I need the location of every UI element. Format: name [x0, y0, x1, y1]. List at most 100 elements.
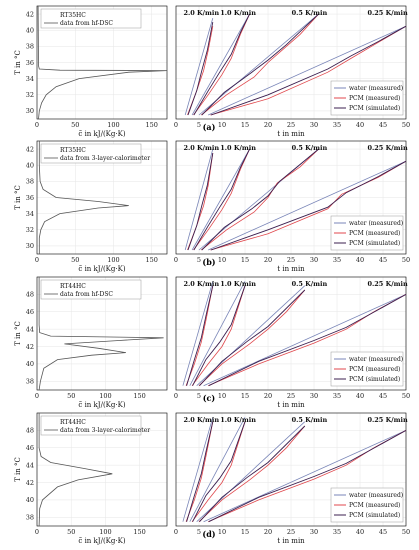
right-xtick-label: 50 — [402, 528, 410, 536]
right-legend-entry: PCM (simulated) — [349, 240, 400, 247]
right-xtick-label: 15 — [241, 392, 249, 400]
rate-label: 2.0 K/min — [183, 144, 219, 152]
right-xtick-label: 50 — [402, 121, 410, 129]
left-xlabel: c̃ in kJ/(Kg·K) — [78, 536, 125, 545]
right-xtick-label: 20 — [264, 392, 272, 400]
left-xtick-label: 50 — [67, 528, 75, 536]
right-legend-entry: water (measured) — [349, 220, 403, 227]
left-ytick-label: 30 — [26, 107, 34, 115]
left-ytick-label: 42 — [26, 10, 34, 18]
rate-label: 0.5 K/min — [292, 280, 328, 288]
left-axes-frame — [36, 140, 168, 255]
panel-caption: (d) — [202, 529, 215, 539]
water-measured-line-1 — [189, 417, 246, 522]
right-xtick-label: 20 — [264, 121, 272, 129]
left-ytick-label: 48 — [26, 291, 34, 299]
left-legend-material: RT35HC — [60, 12, 86, 19]
left-legend-source: data from hf-DSC — [60, 20, 113, 27]
right-xtick-label: 10 — [218, 528, 226, 536]
rate-label: 1.0 K/min — [220, 280, 256, 288]
pcm-simulated-line-0 — [186, 285, 214, 386]
heat-capacity-curve — [38, 141, 129, 254]
pcm-simulated-line-0 — [186, 421, 214, 522]
right-xtick-label: 20 — [264, 256, 272, 264]
right-xtick-label: 15 — [241, 256, 249, 264]
left-xtick-label: 150 — [145, 256, 157, 264]
pcm-simulated-line-0 — [187, 22, 214, 116]
right-legend: water (measured) PCM (measured) PCM (simul… — [330, 487, 404, 523]
pcm-simulated-line-2 — [199, 289, 306, 387]
left-ytick-label: 42 — [26, 479, 34, 487]
left-legend-box — [40, 143, 142, 164]
water-measured-line-0 — [182, 417, 214, 522]
pcm-measured-line-1 — [193, 13, 250, 116]
left-legend-box — [40, 8, 142, 29]
left-xtick-label: 50 — [67, 392, 75, 400]
right-xlabel: t in min — [277, 401, 305, 409]
right-axes-frame — [175, 412, 407, 527]
left-ytick-label: 44 — [26, 461, 34, 469]
right-legend: water (measured) PCM (measured) PCM (simul… — [330, 351, 404, 387]
pcm-simulated-line-1 — [192, 285, 246, 386]
right-xtick-label: 25 — [287, 256, 295, 264]
pcm-measured-line-3 — [210, 25, 407, 116]
panel-caption: (b) — [202, 257, 215, 267]
rate-label: 2.0 K/min — [183, 416, 219, 424]
pcm-measured-line-0 — [185, 421, 214, 522]
left-ytick-label: 40 — [26, 162, 34, 170]
left-ytick-label: 40 — [26, 360, 34, 368]
right-legend-entry: PCM (measured) — [349, 366, 400, 373]
left-ytick-label: 44 — [26, 325, 34, 333]
right-xtick-label: 35 — [333, 392, 341, 400]
left-xtick-label: 100 — [107, 121, 119, 129]
pcm-measured-line-2 — [198, 425, 306, 522]
left-xtick-label: 150 — [133, 528, 145, 536]
right-xtick-label: 40 — [356, 256, 364, 264]
right-xtick-label: 35 — [333, 121, 341, 129]
pcm-measured-line-2 — [198, 289, 306, 386]
right-xtick-label: 15 — [241, 528, 249, 536]
right-xtick-label: 0 — [174, 528, 178, 536]
right-legend-entry: PCM (simulated) — [349, 376, 400, 383]
right-xtick-label: 5 — [197, 528, 201, 536]
left-ytick-label: 32 — [26, 91, 34, 99]
water-measured-line-1 — [191, 13, 250, 116]
left-legend-box — [40, 415, 142, 436]
rate-label: 0.25 K/min — [367, 144, 407, 152]
right-legend: water (measured) PCM (measured) PCM (simul… — [330, 80, 404, 116]
right-xtick-label: 40 — [356, 528, 364, 536]
right-xtick-label: 45 — [379, 256, 387, 264]
right-xtick-label: 15 — [241, 121, 249, 129]
water-measured-line-3 — [203, 430, 407, 523]
right-axes-frame — [175, 140, 407, 255]
right-xtick-label: 25 — [287, 392, 295, 400]
pcm-measured-line-1 — [191, 285, 246, 386]
left-ytick-label: 38 — [26, 378, 34, 386]
right-xtick-label: 5 — [197, 121, 201, 129]
left-ytick-label: 42 — [26, 145, 34, 153]
right-xtick-label: 45 — [379, 528, 387, 536]
right-legend-entry: water (measured) — [349, 492, 403, 499]
rate-label: 0.5 K/min — [292, 416, 328, 424]
right-xtick-label: 50 — [402, 392, 410, 400]
right-xtick-label: 30 — [310, 392, 318, 400]
left-ytick-label: 42 — [26, 343, 34, 351]
right-legend-entry: water (measured) — [349, 356, 403, 363]
right-xtick-label: 35 — [333, 528, 341, 536]
left-xtick-label: 0 — [35, 121, 39, 129]
left-ytick-label: 48 — [26, 427, 34, 435]
water-measured-line-0 — [182, 281, 214, 386]
right-xtick-label: 30 — [310, 256, 318, 264]
left-xtick-label: 100 — [99, 392, 111, 400]
left-ytick-label: 30 — [26, 242, 34, 250]
rate-label: 0.5 K/min — [292, 144, 328, 152]
left-ytick-label: 46 — [26, 308, 34, 316]
left-ytick-label: 40 — [26, 496, 34, 504]
left-xlabel: c̃ in kJ/(Kg·K) — [78, 400, 125, 409]
pcm-simulated-line-3 — [210, 160, 407, 251]
panel-caption: (a) — [203, 122, 216, 132]
rate-label: 0.25 K/min — [367, 280, 407, 288]
